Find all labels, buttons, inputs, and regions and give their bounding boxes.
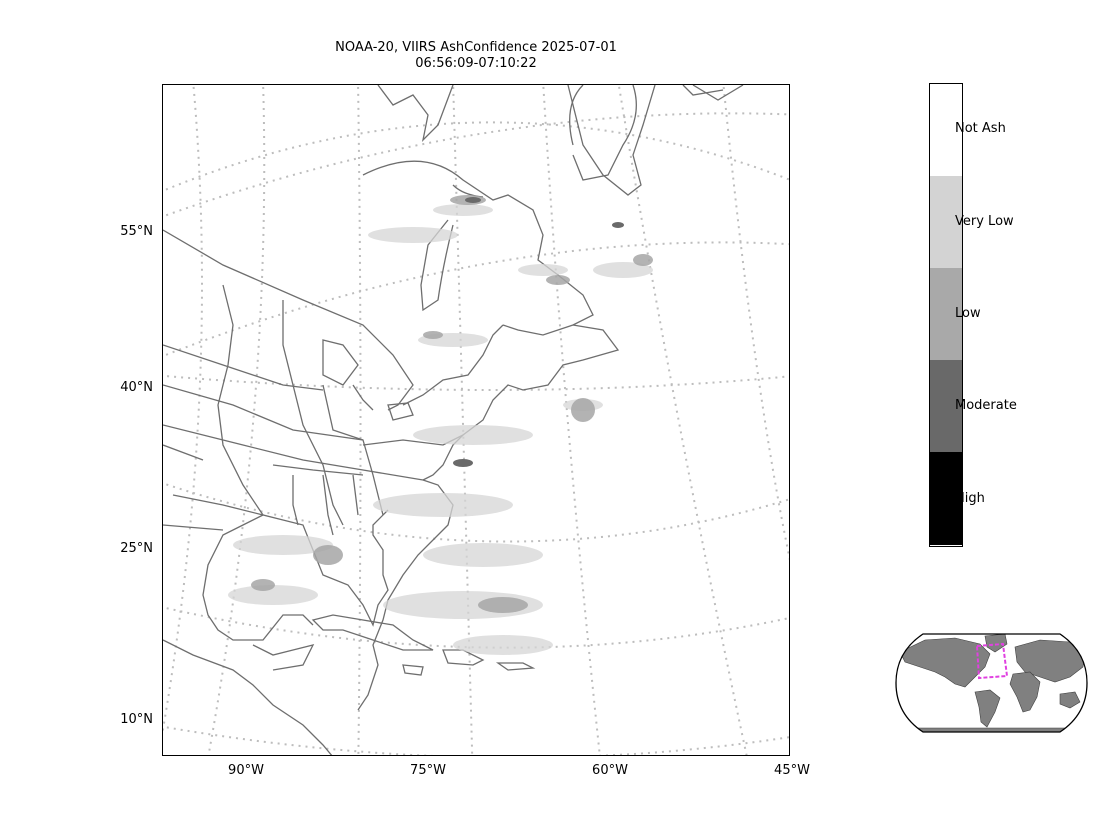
lat-label-55: 55°N — [120, 224, 153, 239]
lon-label-90w: 90°W — [228, 763, 264, 778]
lat-label-10: 10°N — [120, 712, 153, 727]
colorbar-segment-high — [930, 452, 962, 545]
lon-label-60w: 60°W — [592, 763, 628, 778]
title-line-1: NOAA-20, VIIRS AshConfidence 2025-07-01 — [335, 40, 617, 55]
colorbar-label-high: High — [955, 491, 985, 506]
inset-region-box — [975, 642, 1009, 680]
lat-label-40: 40°N — [120, 380, 153, 395]
colorbar — [929, 83, 963, 547]
colorbar-label-low: Low — [955, 306, 981, 321]
colorbar-segment-low — [930, 268, 962, 360]
map-title: NOAA-20, VIIRS AshConfidence 2025-07-01 … — [160, 40, 792, 72]
lat-label-25: 25°N — [120, 541, 153, 556]
map-canvas — [163, 85, 789, 755]
ash-confidence-swath — [228, 195, 653, 655]
inset-land — [899, 634, 1086, 732]
colorbar-label-not-ash: Not Ash — [955, 121, 1006, 136]
inset-world-map — [895, 632, 1088, 734]
colorbar-segment-not-ash — [930, 84, 962, 176]
inset-outline — [895, 633, 1088, 733]
title-line-2: 06:56:09-07:10:22 — [415, 56, 537, 71]
colorbar-label-moderate: Moderate — [955, 398, 1017, 413]
main-map — [162, 84, 790, 756]
colorbar-segment-moderate — [930, 360, 962, 452]
graticule — [163, 85, 789, 755]
colorbar-segment-very-low — [930, 176, 962, 268]
colorbar-label-very-low: Very Low — [955, 214, 1014, 229]
lon-label-75w: 75°W — [410, 763, 446, 778]
coastlines — [163, 85, 744, 755]
lon-label-45w: 45°W — [774, 763, 810, 778]
